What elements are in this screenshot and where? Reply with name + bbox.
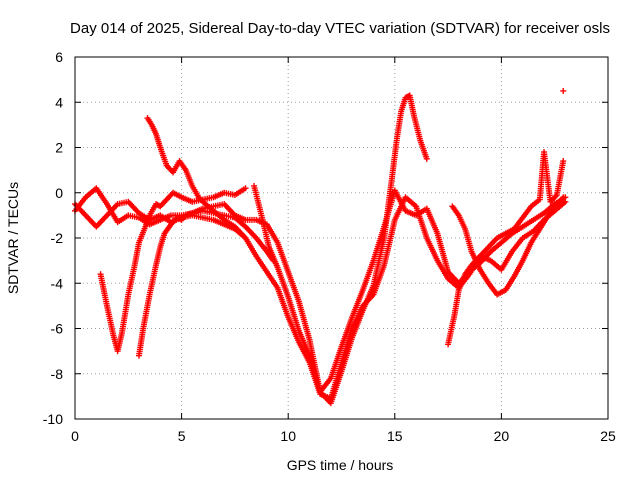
x-axis-label: GPS time / hours — [287, 457, 394, 473]
track-b-point — [562, 198, 569, 205]
y-tick-label: 4 — [55, 94, 63, 110]
chart-title: Day 014 of 2025, Sidereal Day-to-day VTE… — [70, 20, 610, 37]
y-axis-label: SDTVAR / TECUs — [5, 182, 21, 294]
x-tick-label: 20 — [494, 428, 510, 444]
track-g-point — [560, 158, 567, 165]
plot-frame — [74, 56, 609, 420]
y-tick-label: 2 — [55, 140, 63, 156]
x-tick-label: 25 — [600, 428, 616, 444]
data-marks — [72, 87, 569, 407]
y-tick-label: -6 — [51, 321, 64, 337]
y-tick-label: -10 — [43, 411, 63, 427]
y-tick-label: -8 — [51, 366, 64, 382]
y-tick-label: -2 — [51, 230, 64, 246]
track-h-point — [560, 194, 567, 201]
track-e-point — [242, 235, 249, 241]
y-tick-label: -4 — [51, 275, 64, 291]
y-tick-label: 6 — [55, 49, 63, 65]
x-tick-label: 10 — [280, 428, 296, 444]
x-tick-label: 0 — [71, 428, 79, 444]
tick-labels: 0 5 10 15 20 25 -10 -8 -6 -4 -2 0 2 4 6 — [43, 49, 616, 444]
track-c-point — [242, 185, 249, 192]
track-f-point — [423, 155, 430, 162]
y-tick-label: 0 — [55, 185, 63, 201]
x-tick-label: 5 — [178, 428, 186, 444]
x-tick-label: 15 — [387, 428, 403, 444]
isolated-point — [560, 87, 567, 94]
